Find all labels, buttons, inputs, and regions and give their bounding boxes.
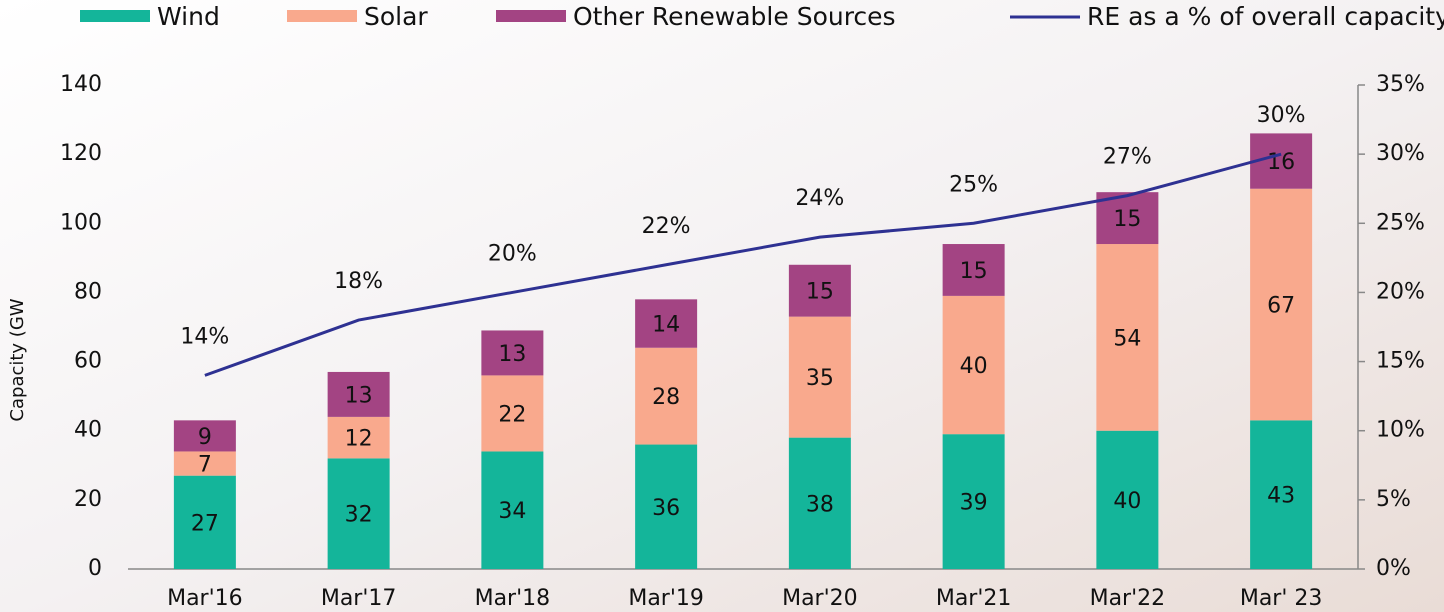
legend-label: RE as a % of overall capacity — [1087, 2, 1444, 31]
bar-value-label: 43 — [1267, 484, 1295, 509]
line-value-label: 30% — [1257, 103, 1306, 128]
bar — [788, 264, 851, 317]
line-value-label: 14% — [180, 324, 229, 349]
x-tick-label: Mar'17 — [321, 586, 397, 611]
bar-value-label: 28 — [652, 385, 680, 410]
bar — [1096, 430, 1159, 569]
bar — [1096, 244, 1159, 431]
bar-value-label: 54 — [1113, 326, 1141, 351]
x-tick-label: Mar'21 — [936, 586, 1012, 611]
x-tick-label: Mar'16 — [167, 586, 243, 611]
line-value-label: 22% — [642, 214, 691, 239]
bar — [173, 451, 236, 476]
x-tick-label: Mar'18 — [475, 586, 551, 611]
bar-value-label: 7 — [198, 453, 212, 478]
bar-value-label: 14 — [652, 313, 680, 338]
y-tick-label: 140 — [60, 72, 102, 97]
y2-tick-label: 15% — [1376, 349, 1425, 374]
y-tick-label: 80 — [74, 279, 102, 304]
bar — [942, 295, 1005, 435]
bar-value-label: 35 — [806, 366, 834, 391]
y2-tick-label: 5% — [1376, 487, 1411, 512]
legend-label: Other Renewable Sources — [573, 2, 896, 31]
bar — [481, 375, 544, 452]
bar — [327, 458, 390, 569]
y-tick-label: 0 — [88, 556, 102, 581]
bar-value-label: 38 — [806, 492, 834, 517]
bar-value-label: 22 — [498, 402, 526, 427]
line-value-label: 18% — [334, 269, 383, 294]
bar-value-label: 40 — [960, 354, 988, 379]
bar — [635, 444, 698, 569]
bar-value-label: 15 — [806, 280, 834, 305]
bar-value-label: 16 — [1267, 150, 1295, 175]
bar — [635, 299, 698, 348]
bar-value-label: 9 — [198, 425, 212, 450]
line — [204, 152, 1282, 377]
line-value-label: 27% — [1103, 145, 1152, 170]
y2-tick-label: 10% — [1376, 418, 1425, 443]
x-tick-label: Mar'19 — [628, 586, 704, 611]
y-tick-label: 120 — [60, 141, 102, 166]
y-axis-label: Capacity (GW — [7, 298, 28, 421]
bar — [788, 437, 851, 569]
legend-label: Solar — [364, 2, 428, 31]
bar-value-label: 36 — [652, 496, 680, 521]
bar — [173, 475, 236, 569]
bar-value-label: 32 — [345, 503, 373, 528]
bar — [942, 244, 1005, 296]
bar — [327, 371, 390, 417]
bar-value-label: 15 — [960, 259, 988, 284]
bar — [635, 347, 698, 445]
line-value-label: 20% — [488, 241, 537, 266]
bar — [1250, 420, 1313, 569]
bar — [942, 434, 1005, 569]
legend-swatch — [80, 10, 150, 22]
bar-value-label: 13 — [498, 342, 526, 367]
legend-label: Wind — [157, 2, 220, 31]
y2-tick-label: 0% — [1376, 556, 1411, 581]
legend-swatch — [496, 10, 566, 22]
bar-value-label: 34 — [498, 499, 526, 524]
bar-value-label: 12 — [345, 427, 373, 452]
bar — [481, 330, 544, 376]
x-tick-label: Mar' 23 — [1240, 586, 1323, 611]
y-tick-label: 20 — [74, 487, 102, 512]
bar — [788, 316, 851, 438]
x-tick-label: Mar'22 — [1090, 586, 1166, 611]
y-tick-label: 60 — [74, 349, 102, 374]
bar-value-label: 67 — [1267, 294, 1295, 319]
bar-value-label: 40 — [1113, 489, 1141, 514]
bar-value-label: 27 — [191, 511, 219, 536]
y2-tick-label: 25% — [1376, 210, 1425, 235]
bar — [327, 416, 390, 459]
bar-value-label: 13 — [345, 383, 373, 408]
y-tick-label: 100 — [60, 210, 102, 235]
line-value-label: 24% — [795, 186, 844, 211]
y-tick-label: 40 — [74, 418, 102, 443]
y2-tick-label: 20% — [1376, 279, 1425, 304]
bar — [1250, 188, 1313, 421]
y2-tick-label: 35% — [1376, 72, 1425, 97]
bar-value-label: 15 — [1113, 207, 1141, 232]
bar-value-label: 39 — [960, 491, 988, 516]
legend-swatch — [287, 10, 357, 22]
bar — [173, 420, 236, 452]
y2-tick-label: 30% — [1376, 141, 1425, 166]
bar — [481, 451, 544, 569]
line-value-label: 25% — [949, 172, 998, 197]
x-tick-label: Mar'20 — [782, 586, 858, 611]
